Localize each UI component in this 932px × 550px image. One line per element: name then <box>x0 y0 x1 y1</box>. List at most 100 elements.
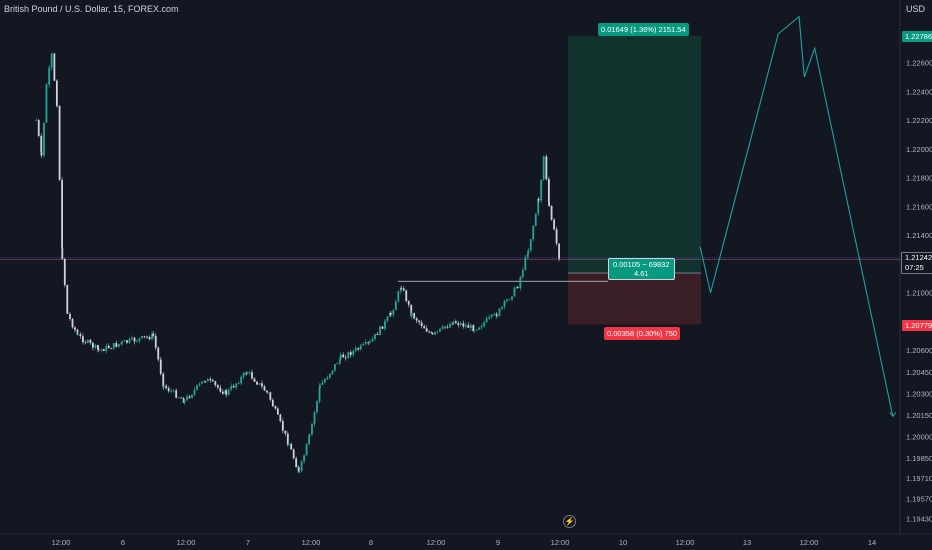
risk-reward-box[interactable]: 0.00105 − 69832 4.61 <box>608 258 675 281</box>
current-price-value: 1.21242 <box>905 252 932 262</box>
candle <box>300 461 303 471</box>
candle <box>45 84 48 86</box>
candle <box>311 423 313 435</box>
candle <box>138 338 141 341</box>
candle <box>246 372 248 375</box>
candle <box>76 329 79 335</box>
candle <box>339 354 342 359</box>
candle <box>527 250 530 254</box>
candle <box>92 342 94 348</box>
candle <box>126 340 128 343</box>
x-tick-label: 12:00 <box>52 538 71 547</box>
lightning-icon[interactable]: ⚡ <box>563 515 576 528</box>
candle <box>430 332 433 334</box>
candle <box>367 342 370 343</box>
candle <box>534 213 537 226</box>
candle <box>446 327 449 329</box>
candle <box>444 326 446 328</box>
candle <box>402 288 405 291</box>
candle <box>152 333 155 336</box>
candle <box>45 85 48 123</box>
risk-reward-line2: 4.61 <box>633 269 649 279</box>
candle <box>102 349 105 352</box>
candle <box>89 339 92 343</box>
candle <box>71 318 74 328</box>
candle <box>386 316 389 321</box>
candle <box>37 120 40 136</box>
candle <box>457 323 460 325</box>
candle <box>452 321 455 325</box>
candle <box>513 287 516 297</box>
candle <box>284 430 287 434</box>
candle <box>209 379 212 381</box>
candle <box>227 389 230 395</box>
candle <box>400 288 403 290</box>
candle <box>537 199 540 214</box>
projection-line[interactable] <box>699 15 894 417</box>
candle <box>77 334 79 336</box>
candle <box>498 308 501 316</box>
candle <box>74 327 76 330</box>
x-tick-label: 14 <box>868 538 876 547</box>
candle <box>336 363 339 365</box>
candle <box>136 340 138 342</box>
y-tick-label: 1.19850 <box>906 454 932 463</box>
candle <box>394 301 397 311</box>
candle <box>308 434 311 436</box>
x-tick-label: 10 <box>619 538 627 547</box>
target-zone[interactable] <box>568 35 701 274</box>
x-tick-label: 12:00 <box>427 538 446 547</box>
candle <box>357 348 360 350</box>
candle <box>362 343 365 346</box>
candle <box>329 373 331 378</box>
candle <box>48 67 51 85</box>
y-tick-label: 1.20150 <box>906 411 932 420</box>
x-tick-label: 9 <box>496 538 500 547</box>
candle <box>347 352 350 358</box>
candle <box>58 106 61 180</box>
stop-label: 0.00358 (0.30%) 750 <box>604 326 681 340</box>
candle <box>105 345 108 352</box>
candle <box>342 354 345 358</box>
candle <box>469 325 472 328</box>
y-tick-label: 1.21800 <box>906 174 932 183</box>
candle <box>84 342 87 343</box>
candle <box>110 348 113 349</box>
candle <box>376 333 379 335</box>
current-price-tag: 1.21242 07:25 <box>901 251 932 274</box>
y-tick-label: 1.19430 <box>906 514 932 523</box>
candle <box>123 340 126 342</box>
x-tick-label: 6 <box>121 538 125 547</box>
candle <box>331 370 334 374</box>
candle <box>253 378 256 382</box>
candle <box>493 313 496 315</box>
candle <box>410 304 413 316</box>
candle <box>196 385 198 390</box>
candle <box>542 156 545 158</box>
candle <box>63 259 66 286</box>
candle <box>399 288 402 292</box>
candle <box>423 326 426 329</box>
candle <box>397 291 400 302</box>
candle <box>258 383 261 385</box>
candle <box>298 470 300 473</box>
candle <box>496 315 498 317</box>
candle <box>237 383 240 385</box>
candle <box>439 328 441 332</box>
candle <box>50 54 53 68</box>
candle <box>379 326 381 335</box>
candle <box>266 392 269 394</box>
stop-zone[interactable] <box>568 273 701 325</box>
candle <box>326 377 329 380</box>
candle <box>545 156 548 180</box>
x-tick-label: 8 <box>369 538 373 547</box>
candle <box>354 348 357 351</box>
x-tick-label: 12:00 <box>800 538 819 547</box>
candle <box>177 397 180 399</box>
candle <box>555 229 558 244</box>
candle <box>87 339 89 343</box>
candle <box>183 399 186 403</box>
candle <box>308 435 310 445</box>
candle <box>66 285 69 313</box>
